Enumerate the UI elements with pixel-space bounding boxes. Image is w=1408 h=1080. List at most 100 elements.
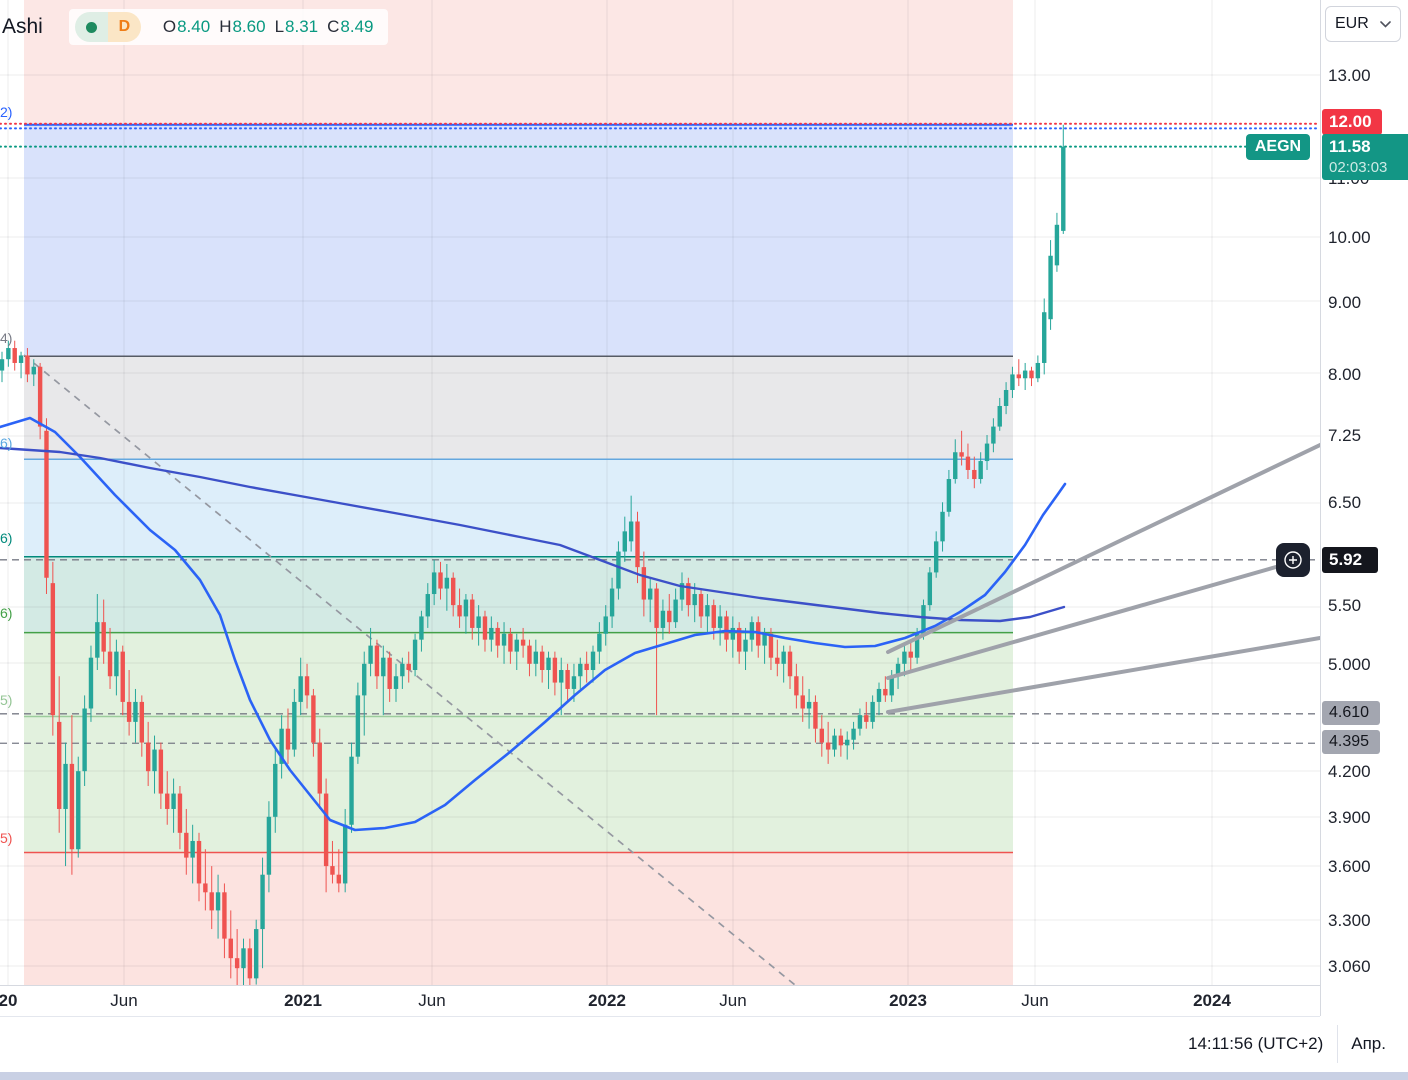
last-price-badge: 11.58 02:03:03: [1322, 134, 1408, 180]
candle-body: [381, 657, 386, 677]
fib-level-fragment-label: 2): [0, 104, 13, 120]
time-scale[interactable]: 20 Jun 2021 Jun 2022 Jun 2023 Jun 2024: [0, 985, 1320, 1017]
candle-body: [876, 688, 882, 702]
candle-body: [273, 763, 278, 817]
status-bar: 14:11:56 (UTC+2) Апр.: [0, 1016, 1408, 1072]
candle-body: [368, 645, 373, 664]
candle-body: [508, 633, 513, 652]
candle-body: [114, 651, 119, 677]
candle-body: [501, 633, 507, 646]
candle-body: [355, 695, 361, 757]
candle-body: [203, 883, 208, 893]
candle-body: [6, 348, 11, 360]
time-tick-label: Jun: [418, 991, 446, 1010]
candle-body: [819, 728, 824, 743]
price-tick-label: 3.600: [1328, 857, 1371, 877]
candle-body: [56, 721, 62, 809]
legend-box: D O8.40 H8.60 L8.31 C8.49: [68, 9, 388, 45]
candle-body: [883, 688, 888, 696]
candle-body: [559, 670, 564, 683]
price-scale[interactable]: EUR 13.0011.0010.009.008.007.256.505.505…: [1320, 0, 1408, 1014]
chart-pane[interactable]: Ashi D O8.40 H8.60 L8.31 C8.49 2) 4) 6) 6) 6…: [0, 0, 1320, 985]
horizontal-scrollbar[interactable]: [0, 1072, 1408, 1080]
trendline: [886, 563, 1285, 680]
time-tick-label: Jun: [110, 991, 138, 1010]
visibility-toggle[interactable]: [74, 12, 108, 42]
fib-band: [24, 124, 1013, 357]
candle-body: [133, 701, 138, 722]
price-tick-label: 3.060: [1328, 957, 1371, 977]
candle-body: [158, 749, 164, 794]
candle-body: [838, 735, 844, 746]
price-tick-label: 5.50: [1328, 596, 1362, 616]
candle-body: [1022, 370, 1028, 379]
candle-body: [342, 824, 348, 884]
price-tick-label: 3.900: [1328, 807, 1371, 827]
fib-level-fragment-label: 5): [0, 692, 13, 708]
ma-fast-line: [0, 416, 1067, 832]
add-alert-plus-button[interactable]: [1276, 543, 1310, 577]
candle-body: [260, 874, 265, 930]
candle-body: [279, 728, 284, 764]
candle-body: [431, 572, 437, 595]
candle-body: [196, 840, 202, 884]
candle-body: [978, 461, 983, 480]
candle-body: [698, 594, 704, 617]
price-plot: [0, 0, 1320, 985]
candle-body: [813, 701, 818, 729]
candle-body: [590, 651, 596, 671]
candle-body: [768, 633, 774, 658]
price-tick-label: 6.50: [1328, 493, 1362, 513]
candle-body: [775, 657, 780, 664]
candle-body: [851, 728, 856, 740]
candle-body: [228, 938, 233, 959]
indicator-title: Ashi: [2, 15, 43, 38]
symbol-price-label: AEGN: [1246, 134, 1310, 160]
ohlc-values: O8.40 H8.60 L8.31 C8.49: [163, 17, 374, 37]
timeframe-button[interactable]: D: [107, 12, 141, 42]
candle-body: [825, 742, 831, 750]
candle-body: [152, 749, 157, 772]
time-tick-label: 20: [0, 991, 18, 1010]
candle-body: [603, 616, 608, 634]
candle-body: [241, 948, 246, 969]
candle-body: [190, 840, 195, 858]
status-divider: [1337, 1025, 1339, 1063]
time-tick-label: 2021: [284, 991, 322, 1010]
candle-body: [349, 756, 354, 825]
fib-level-fragment-label: 5): [0, 830, 13, 846]
candle-body: [425, 594, 430, 617]
price-tick-label: 8.00: [1328, 365, 1362, 385]
candle-body: [222, 892, 227, 939]
candle-body: [953, 452, 958, 480]
candle-body: [406, 663, 411, 671]
go-to-date-button[interactable]: Апр.: [1351, 1034, 1386, 1053]
candle-body: [444, 577, 450, 589]
candle-body: [965, 456, 971, 470]
alert-price-badge[interactable]: 12.00: [1322, 109, 1382, 135]
trendline: [886, 636, 1320, 714]
candle-body: [692, 594, 697, 606]
candle-body: [539, 651, 545, 671]
clock-timezone-button[interactable]: 14:11:56 (UTC+2): [1187, 1034, 1324, 1053]
candle-body: [311, 695, 316, 743]
time-tick-label: 2022: [588, 991, 626, 1010]
candle-body: [635, 521, 640, 568]
trendline: [886, 443, 1320, 654]
candle-body: [44, 430, 49, 578]
fib-band: [24, 852, 1013, 985]
candle-body: [184, 832, 189, 858]
candle-body: [870, 701, 875, 722]
candle-body: [323, 793, 329, 867]
candle-body: [107, 651, 113, 677]
candle-body: [832, 735, 837, 750]
candle-body: [215, 892, 221, 911]
candle-body: [209, 892, 214, 911]
currency-selector[interactable]: EUR: [1325, 6, 1401, 42]
low-value: 8.31: [285, 17, 319, 36]
time-tick-label: 2024: [1193, 991, 1231, 1010]
candle-body: [336, 874, 342, 884]
candle-body: [845, 739, 850, 746]
candle-body: [997, 405, 1002, 427]
